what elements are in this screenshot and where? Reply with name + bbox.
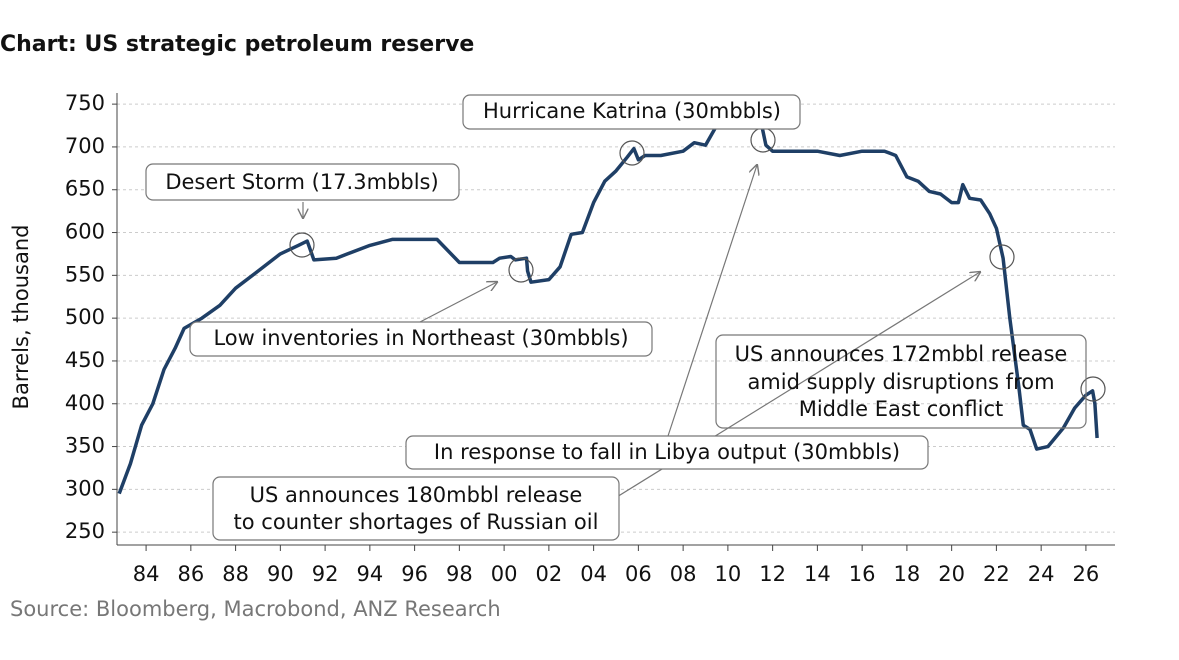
annotation: US announces 180mbbl release [250, 483, 583, 507]
event-circle [508, 257, 534, 283]
annotation-box [462, 94, 801, 130]
x-tick-label: 12 [759, 562, 786, 586]
x-tick-label: 92 [312, 562, 339, 586]
annotation-box [405, 435, 929, 470]
x-tick-label: 90 [267, 562, 294, 586]
series-line [117, 122, 1099, 495]
annotations: Desert Storm (17.3mbbls) Hurricane Katri… [145, 94, 1106, 541]
x-tick-label: 94 [356, 562, 383, 586]
event-circle [989, 244, 1015, 270]
annotation: Middle East conflict [799, 397, 1004, 421]
y-tick-label: 550 [65, 262, 105, 286]
annotation: In response to fall in Libya output (30m… [434, 440, 900, 464]
event-circle [1080, 376, 1106, 402]
y-tick-label: 600 [65, 220, 105, 244]
event-circle [619, 140, 645, 166]
y-tick-label: 400 [65, 391, 105, 415]
annotation-box [715, 334, 1087, 429]
x-tick-label: 86 [177, 562, 204, 586]
annotation-box [189, 321, 653, 357]
source: Source: Bloomberg, Macrobond, ANZ Resear… [10, 597, 501, 621]
y-tick-label: 750 [65, 91, 105, 115]
x-tick-label: 04 [580, 562, 607, 586]
annotation-box [212, 476, 620, 541]
annotation: Hurricane Katrina (30mbbls) [483, 99, 781, 123]
annotation: amid supply disruptions from [747, 370, 1054, 394]
y-tick-label: 300 [65, 476, 105, 500]
chart-title: Chart: US strategic petroleum reserve [0, 32, 474, 57]
x-tick-label: 98 [446, 562, 473, 586]
y-tick-label: 650 [65, 177, 105, 201]
x-tick-label: 06 [625, 562, 652, 586]
x-tick-label: 20 [938, 562, 965, 586]
x-tick-label: 18 [894, 562, 921, 586]
y-tick-label: 350 [65, 434, 105, 458]
x-tick-label: 00 [491, 562, 518, 586]
x-tick-label: 84 [133, 562, 160, 586]
x-tick-label: 22 [983, 562, 1010, 586]
x-tick-label: 96 [401, 562, 428, 586]
annotation: US announces 172mbbl release [735, 342, 1068, 366]
y-tick-label: 250 [65, 519, 105, 543]
y-tick-label: 700 [65, 134, 105, 158]
y-tick-label: 450 [65, 348, 105, 372]
arrow [667, 165, 757, 437]
plot-area: 250 300 350 400 450 500 550 600 650 700 750 84 86 88 9… [65, 91, 1115, 586]
arrow [419, 282, 497, 323]
x-tick-label: 10 [715, 562, 742, 586]
x-tick-label: 24 [1028, 562, 1055, 586]
x-tick-label: 88 [222, 562, 249, 586]
y-tick-label: 500 [65, 305, 105, 329]
annotation: to counter shortages of Russian oil [234, 510, 599, 534]
x-tick-label: 14 [804, 562, 831, 586]
x-tick-label: 26 [1073, 562, 1100, 586]
annotation-box [145, 163, 460, 201]
annotation: Desert Storm (17.3mbbls) [165, 170, 438, 194]
annotation: Low inventories in Northeast (30mbbls) [213, 326, 628, 350]
event-circle [289, 232, 315, 258]
x-tick-label: 16 [849, 562, 876, 586]
y-axis-label: Barrels, thousand [9, 225, 33, 410]
x-tick-label: 02 [536, 562, 563, 586]
x-tick-label: 08 [670, 562, 697, 586]
